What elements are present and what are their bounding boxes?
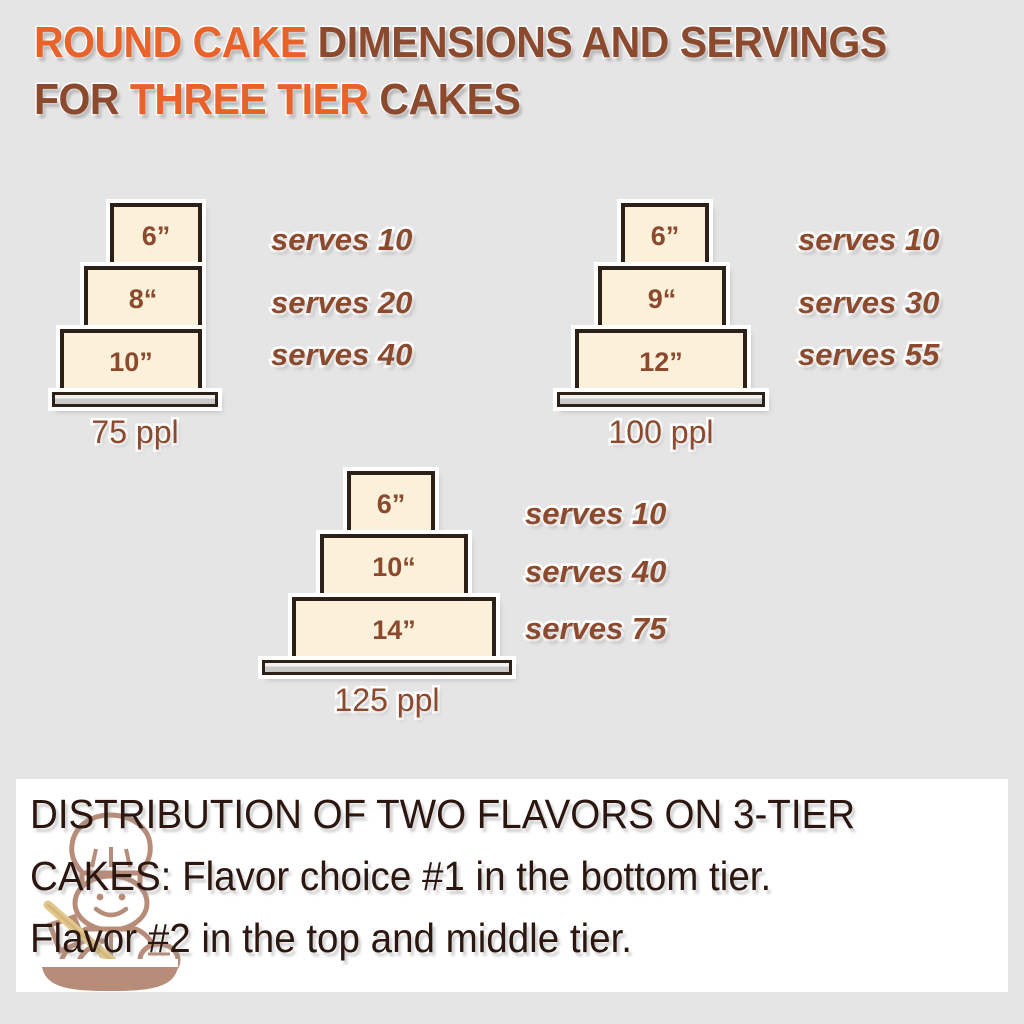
cake-100-tier-bottom: 12” bbox=[575, 329, 747, 392]
cake-100-serves-top: serves 10 bbox=[795, 220, 941, 260]
cake-100-serves-middle: serves 30 bbox=[795, 283, 941, 323]
flavor-note-line-2: CAKES: Flavor choice #1 in the bottom ti… bbox=[30, 853, 772, 899]
cake-75-tier-bottom: 10” bbox=[60, 329, 202, 392]
flavor-distribution-text: DISTRIBUTION OF TWO FLAVORS ON 3-TIER CA… bbox=[30, 783, 951, 969]
cake-125-total-label: 125 ppl bbox=[332, 680, 442, 721]
cake-100-tier-middle-label: 9“ bbox=[647, 284, 677, 314]
cake-100-tier-top: 6” bbox=[621, 203, 709, 266]
title-line-1-orange: ROUND CAKE bbox=[33, 17, 318, 69]
cake-125-serves-top: serves 10 bbox=[522, 494, 668, 534]
cake-75-serves-bottom: serves 40 bbox=[268, 335, 414, 375]
cake-100-plate bbox=[557, 392, 765, 407]
cake-100-serves-bottom: serves 55 bbox=[795, 335, 941, 375]
title-line-1: ROUND CAKE DIMENSIONS AND SERVINGS bbox=[33, 14, 936, 71]
cake-100-total-label: 100 ppl bbox=[606, 412, 716, 453]
cake-125-tier-bottom: 14” bbox=[292, 597, 496, 660]
flavor-note-line-3: Flavor #2 in the top and middle tier. bbox=[30, 915, 633, 961]
cake-125-tier-top: 6” bbox=[347, 471, 435, 534]
title-line-1-brown: DIMENSIONS AND SERVINGS bbox=[316, 17, 888, 69]
cake-75-total-label: 75 ppl bbox=[89, 412, 181, 453]
cake-75-serves-top: serves 10 bbox=[268, 220, 414, 260]
cake-125-tier-middle-label: 10“ bbox=[372, 552, 416, 582]
title-line-2-brown-b: CAKES bbox=[378, 74, 522, 126]
cake-125-tier-middle: 10“ bbox=[320, 534, 468, 597]
cake-75-serves-middle: serves 20 bbox=[268, 283, 414, 323]
title-line-2-brown-a: FOR bbox=[33, 74, 130, 126]
flavor-note-line-1: DISTRIBUTION OF TWO FLAVORS ON 3-TIER bbox=[30, 791, 856, 837]
cake-75-tier-top-label: 6” bbox=[141, 221, 171, 251]
cake-100-tier-top-label: 6” bbox=[650, 221, 680, 251]
cake-75-tier-middle-label: 8“ bbox=[128, 284, 158, 314]
cake-75-plate bbox=[52, 392, 218, 407]
title-line-2: FOR THREE TIER CAKES bbox=[33, 71, 936, 128]
cake-125-plate bbox=[262, 660, 512, 675]
cake-100-tier-bottom-label: 12” bbox=[639, 347, 683, 377]
chef-baker-logo-icon bbox=[42, 812, 181, 991]
cake-125-tier-top-label: 6” bbox=[376, 489, 406, 519]
flavor-distribution-panel: DISTRIBUTION OF TWO FLAVORS ON 3-TIER CA… bbox=[16, 779, 1008, 992]
cake-75-tier-middle: 8“ bbox=[84, 266, 202, 329]
cake-75-tier-top: 6” bbox=[110, 203, 202, 266]
cake-75-tier-bottom-label: 10” bbox=[109, 347, 153, 377]
cake-125-serves-bottom: serves 75 bbox=[522, 609, 668, 649]
cake-100-tier-middle: 9“ bbox=[598, 266, 726, 329]
cake-125-serves-middle: serves 40 bbox=[522, 552, 668, 592]
page-title: ROUND CAKE DIMENSIONS AND SERVINGS FOR T… bbox=[33, 14, 1004, 128]
cake-125-tier-bottom-label: 14” bbox=[372, 615, 416, 645]
title-line-2-orange: THREE TIER bbox=[128, 74, 380, 126]
